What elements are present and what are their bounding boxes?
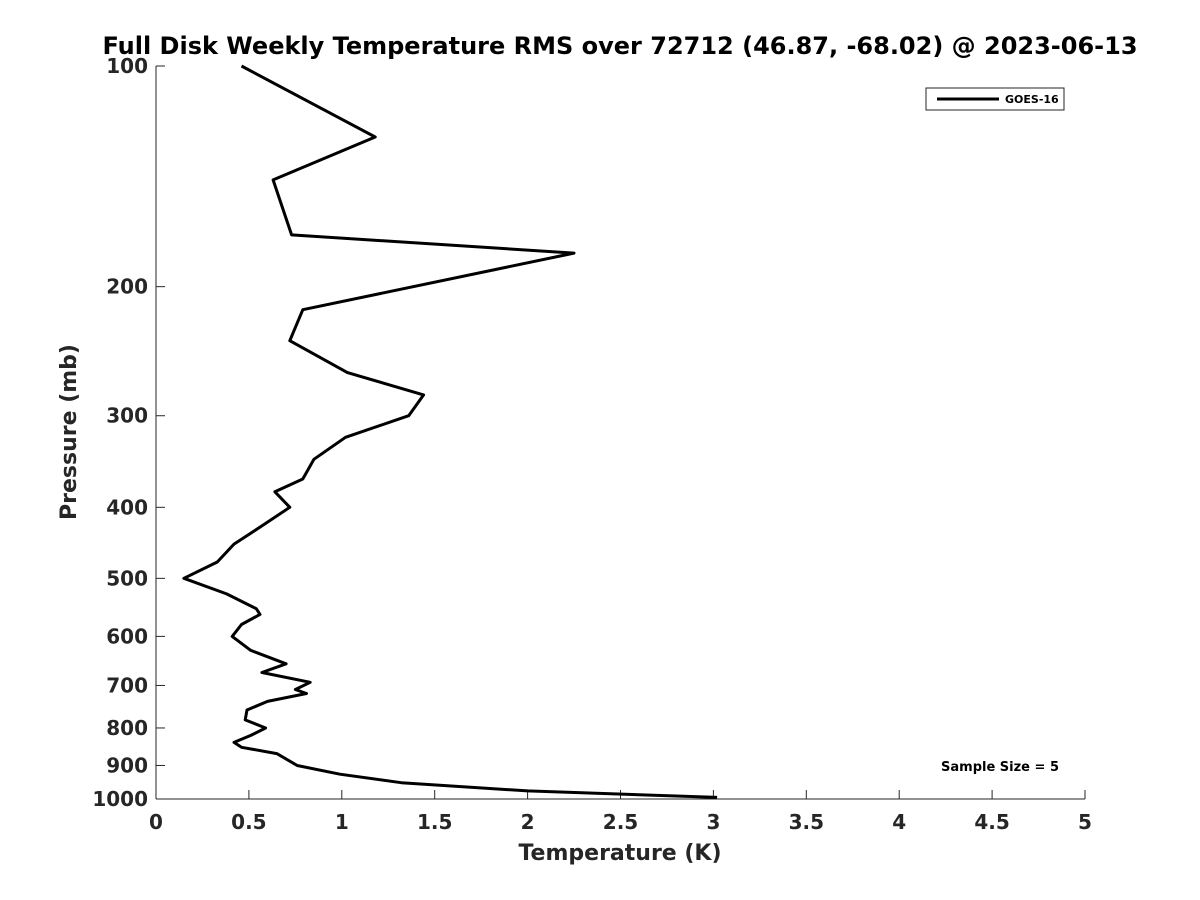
y-tick-label: 700 bbox=[106, 673, 148, 697]
x-tick-label: 3.5 bbox=[789, 810, 824, 834]
x-tick-label: 5 bbox=[1078, 810, 1092, 834]
legend-entry-goes-16: GOES-16 bbox=[1005, 93, 1059, 106]
sample-size-annotation: Sample Size = 5 bbox=[941, 760, 1059, 775]
x-tick-label: 4 bbox=[892, 810, 906, 834]
y-tick-label: 500 bbox=[106, 566, 148, 590]
y-tick-label: 600 bbox=[106, 624, 148, 648]
series-line-goes-16 bbox=[182, 64, 718, 799]
series-layer bbox=[182, 64, 718, 799]
y-tick-label: 200 bbox=[106, 275, 148, 299]
x-tick-label: 1.5 bbox=[417, 810, 452, 834]
x-tick-label: 2.5 bbox=[603, 810, 638, 834]
y-ticks: 100 200 300 400 500 600 700 800 900 1000 bbox=[92, 54, 165, 811]
x-tick-label: 3 bbox=[706, 810, 720, 834]
y-tick-label: 900 bbox=[106, 753, 148, 777]
x-tick-label: 0.5 bbox=[231, 810, 266, 834]
y-axis-label: Pressure (mb) bbox=[57, 344, 82, 520]
x-axis-label: Temperature (K) bbox=[518, 841, 721, 866]
y-tick-label: 400 bbox=[106, 495, 148, 519]
y-tick-label: 100 bbox=[106, 54, 148, 78]
x-tick-label: 1 bbox=[335, 810, 349, 834]
chart-title: Full Disk Weekly Temperature RMS over 72… bbox=[102, 32, 1137, 60]
x-tick-label: 2 bbox=[521, 810, 535, 834]
y-tick-label: 300 bbox=[106, 404, 148, 428]
legend: GOES-16 bbox=[925, 87, 1065, 111]
y-tick-label: 800 bbox=[106, 716, 148, 740]
x-tick-label: 4.5 bbox=[974, 810, 1009, 834]
y-tick-label: 1000 bbox=[92, 787, 148, 811]
x-ticks: 0 0.5 1 1.5 2 2.5 3 3.5 4 4.5 5 bbox=[149, 790, 1092, 834]
x-tick-label: 0 bbox=[149, 810, 163, 834]
